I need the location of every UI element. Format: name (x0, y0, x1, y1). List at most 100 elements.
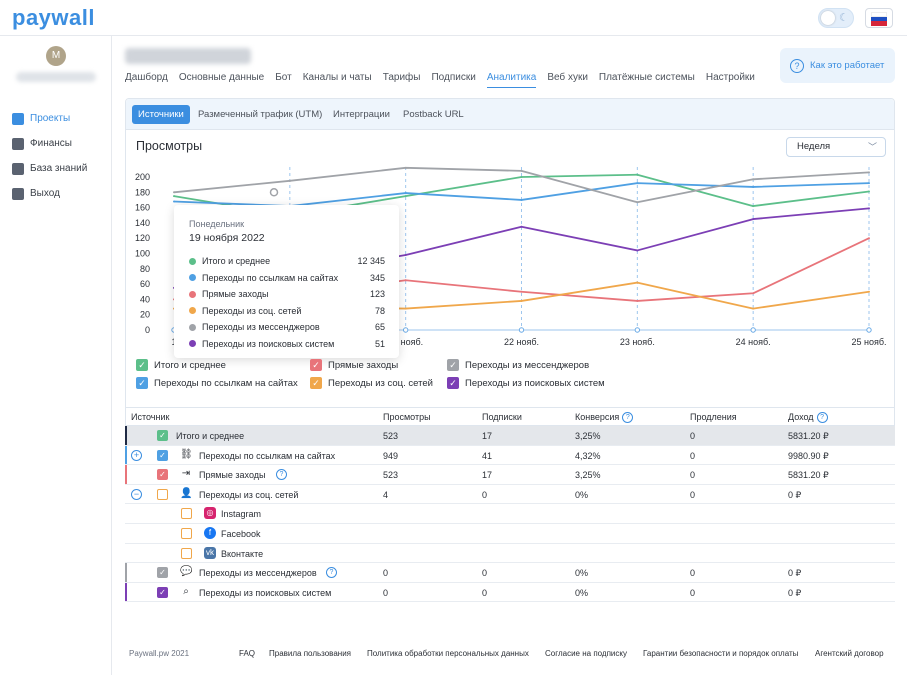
checkbox-empty-icon[interactable] (181, 508, 192, 520)
footer-link-privacy[interactable]: Политика обработки персональных данных (367, 649, 529, 658)
help-icon[interactable]: ? (816, 412, 828, 424)
period-select[interactable]: Неделя ﹀ (786, 137, 886, 157)
legend-item[interactable]: ✓ Переходы из поисковых систем (447, 377, 605, 389)
checkbox-empty-icon[interactable] (181, 547, 192, 559)
table-row[interactable]: ✓ Итого и среднее 523 17 3,25% 0 5831.20 ₽ (125, 426, 895, 446)
chart-title: Просмотры (136, 139, 203, 153)
table-row[interactable]: ✓ 💬 Переходы из мессенджеров? 0 0 0% 0 0 ₽ (125, 563, 895, 583)
legend-item[interactable]: ✓ Прямые заходы (310, 359, 398, 371)
cell-conv: 3,25% (575, 431, 601, 441)
checkbox-checked-icon[interactable]: ✓ (310, 359, 322, 371)
tab-subscriptions[interactable]: Подписки (431, 72, 476, 83)
checkbox-checked-icon[interactable]: ✓ (157, 567, 168, 579)
cell-renew: 0 (690, 587, 696, 598)
legend-item[interactable]: ✓ Переходы по ссылкам на сайтах (136, 377, 298, 389)
tab-dashboard[interactable]: Дашборд (125, 72, 168, 83)
footer-link-consent[interactable]: Согласие на подписку (545, 649, 627, 658)
checkbox-checked-icon[interactable]: ✓ (157, 469, 168, 481)
column-income-label: Доход (788, 412, 814, 422)
checkbox-checked-icon[interactable]: ✓ (136, 359, 148, 371)
tooltip-row: Переходы из поисковых систем 51 (189, 336, 385, 352)
table-row[interactable]: + ✓ ⛓ Переходы по ссылкам на сайтах 949 41 4,3… (125, 445, 895, 466)
expand-icon[interactable]: + (131, 449, 142, 461)
how-it-works-button[interactable]: ? Как это работает (780, 48, 895, 83)
paywall-logo[interactable]: paywall (12, 5, 95, 30)
checkbox-checked-icon[interactable]: ✓ (447, 359, 459, 371)
sidebar-item-finance[interactable]: Финансы (12, 131, 87, 156)
column-income: Доход? (788, 412, 828, 424)
table-row[interactable]: ◎ Instagram (125, 504, 895, 524)
subtab-utm[interactable]: Размеченный трафик (UTM) (198, 109, 323, 120)
y-tick-label: 120 (135, 233, 150, 243)
subtab-sources[interactable]: Источники (132, 105, 190, 124)
checkbox-checked-icon[interactable]: ✓ (157, 586, 168, 598)
avatar[interactable]: M (46, 46, 66, 66)
help-icon[interactable]: ? (326, 567, 337, 579)
tooltip-value: 65 (374, 322, 385, 332)
data-point (173, 200, 175, 203)
subtab-postback[interactable]: Postback URL (403, 109, 464, 120)
checkbox-checked-icon[interactable]: ✓ (157, 430, 168, 441)
y-tick-label: 20 (140, 310, 150, 320)
x-tick-label: 23 нояб. (620, 337, 655, 347)
table-row[interactable]: vk Вконтакте (125, 544, 895, 564)
subtab-integrations[interactable]: Интерграции (333, 109, 390, 120)
checkbox-checked-icon[interactable]: ✓ (157, 449, 168, 461)
help-icon[interactable]: ? (276, 469, 287, 481)
wallet-icon (12, 137, 24, 150)
data-point (636, 249, 639, 252)
tab-analytics[interactable]: Аналитика (486, 72, 537, 88)
column-subscriptions: Подписки (482, 412, 522, 422)
footer-link-agency[interactable]: Агентский договор (815, 649, 884, 658)
data-point (404, 192, 407, 195)
legend-item[interactable]: ✓ Переходы из мессенджеров (447, 359, 589, 371)
arrow-right-icon: ⇥ (181, 468, 191, 480)
footer-link-faq[interactable]: FAQ (239, 649, 256, 658)
collapse-icon[interactable]: − (131, 488, 142, 500)
cell-subs: 0 (482, 587, 488, 598)
x-tick-label: 24 нояб. (736, 337, 771, 347)
table-row[interactable]: ✓ ⌕ Переходы из поисковых систем 0 0 0% 0 0 ₽ (125, 582, 895, 603)
data-point (404, 166, 407, 169)
footer-link-security[interactable]: Гарантии безопасности и порядок оплаты (643, 649, 799, 658)
help-icon[interactable]: ? (622, 412, 634, 424)
sidebar-item-knowledge-base[interactable]: База знаний (12, 156, 87, 181)
cell-conv: 4,32% (575, 450, 601, 461)
tab-webhooks[interactable]: Веб хуки (547, 72, 588, 83)
x-tick-marker (634, 327, 641, 333)
checkbox-checked-icon[interactable]: ✓ (447, 377, 459, 389)
tab-payment-systems[interactable]: Платёжные системы (598, 72, 695, 83)
sidebar-item-projects[interactable]: Проекты (12, 106, 87, 131)
footer-link-rules[interactable]: Правила пользования (269, 649, 352, 658)
checkbox-checked-icon[interactable]: ✓ (136, 377, 148, 389)
sidebar-item-logout[interactable]: Выход (12, 181, 87, 206)
data-point (868, 237, 870, 240)
cell-income: 0 ₽ (788, 568, 802, 579)
cell-income: 0 ₽ (788, 587, 802, 598)
language-flag-button[interactable] (865, 8, 893, 28)
table-row[interactable]: − 👤 Переходы из соц. сетей 4 0 0% 0 0 ₽ (125, 485, 895, 505)
tab-main-data[interactable]: Основные данные (178, 72, 265, 83)
checkbox-empty-icon[interactable] (157, 488, 168, 500)
tooltip-label: Переходы по ссылкам на сайтах (202, 272, 339, 283)
checkbox-checked-icon[interactable]: ✓ (310, 377, 322, 389)
tab-bot[interactable]: Бот (275, 72, 292, 83)
x-tick-label: 21 нояб. (388, 337, 423, 347)
legend-item[interactable]: ✓ Итого и среднее (136, 359, 226, 371)
flag-stripe-white (871, 12, 887, 17)
tab-channels[interactable]: Каналы и чаты (302, 72, 372, 83)
sidebar-item-label: Проекты (30, 113, 71, 124)
table-header: Источник Просмотры Подписки Конверсия? П… (125, 407, 895, 426)
row-color-bar (125, 563, 127, 582)
table-row[interactable]: f Facebook (125, 524, 895, 544)
table-row[interactable]: ✓ ⇥ Прямые заходы? 523 17 3,25% 0 5831.20 ₽ (125, 465, 895, 485)
checkbox-empty-icon[interactable] (181, 528, 192, 539)
tab-tariffs[interactable]: Тарифы (382, 72, 421, 83)
period-select-value: Неделя (797, 141, 831, 152)
cell-subs: 41 (482, 450, 493, 461)
data-point (520, 299, 523, 302)
theme-toggle[interactable]: ☾ (818, 8, 854, 28)
series-color-dot (189, 340, 196, 347)
legend-item[interactable]: ✓ Переходы из соц. сетей (310, 377, 433, 389)
tab-settings[interactable]: Настройки (705, 72, 755, 83)
